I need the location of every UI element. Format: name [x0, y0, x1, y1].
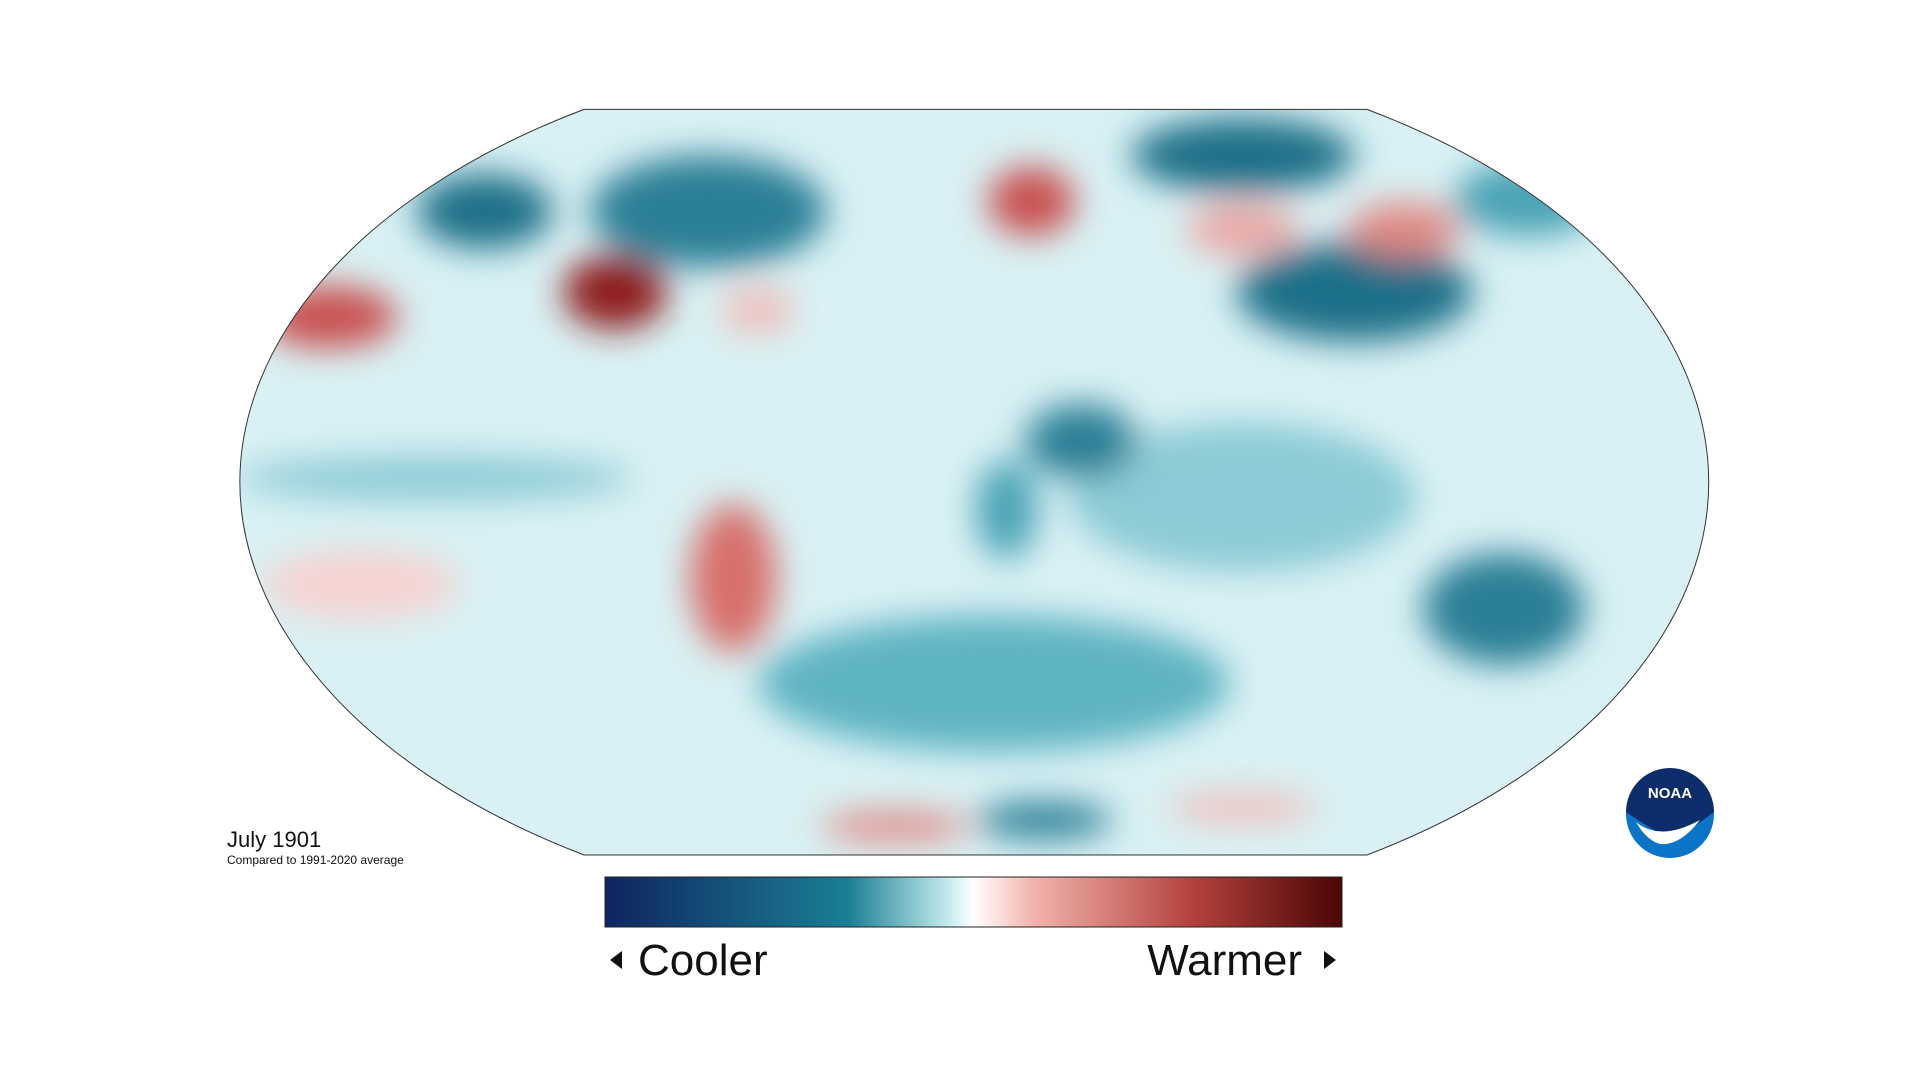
anomaly-field [239, 109, 1709, 855]
logo-text: NOAA [1648, 785, 1692, 802]
map-title: July 1901 [227, 827, 321, 852]
legend-high: Warmer [1147, 936, 1302, 985]
arrow-right [1324, 951, 1336, 969]
logo: NOAA [1626, 768, 1714, 858]
arrow-left [610, 951, 622, 969]
map-outline [239, 108, 1710, 856]
map-subtitle: Compared to 1991-2020 average [227, 853, 404, 867]
color-scale [604, 876, 1343, 928]
map [239, 108, 1710, 856]
legend-low: Cooler [638, 936, 768, 985]
